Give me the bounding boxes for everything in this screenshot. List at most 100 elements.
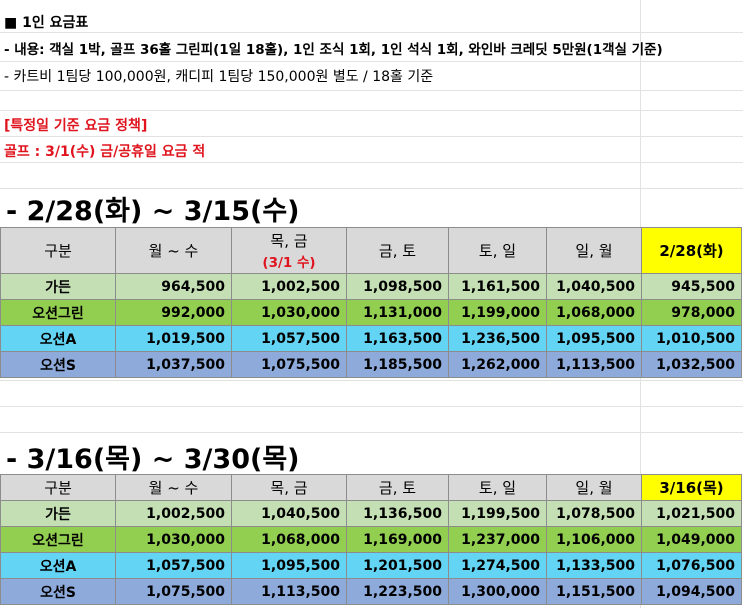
- page-title: ■ 1인 요금표: [4, 15, 89, 31]
- table-row: 가든 1,002,500 1,040,500 1,136,500 1,199,5…: [0, 500, 742, 527]
- room-type: 가든: [0, 500, 116, 527]
- extra-fees: - 카트비 1팀당 100,000원, 캐디피 1팀당 150,000원 별도 …: [4, 69, 434, 85]
- table-row: 오션S 1,037,500 1,075,500 1,185,500 1,262,…: [0, 351, 742, 378]
- price-cell: 1,030,000: [115, 526, 232, 553]
- price-cell: 1,151,500: [546, 578, 642, 605]
- price-cell: 1,095,500: [546, 325, 642, 352]
- price-cell: 1,237,000: [448, 526, 547, 553]
- price-cell: 1,094,500: [641, 578, 742, 605]
- price-cell: 1,049,000: [641, 526, 742, 553]
- price-cell: 945,500: [641, 273, 742, 300]
- price-cell: 1,262,000: [448, 351, 547, 378]
- col-header: 일, 월: [546, 474, 642, 501]
- col-header: 목, 금 (3/1 수): [231, 227, 347, 274]
- price-cell: 1,010,500: [641, 325, 742, 352]
- col-header: 금, 토: [346, 227, 449, 274]
- price-cell: 1,078,500: [546, 500, 642, 527]
- table-row: 가든 964,500 1,002,500 1,098,500 1,161,500…: [0, 273, 742, 300]
- price-cell: 1,057,500: [115, 552, 232, 579]
- price-cell: 1,113,500: [546, 351, 642, 378]
- price-cell: 1,199,500: [448, 500, 547, 527]
- price-cell: 1,274,500: [448, 552, 547, 579]
- rate-table: 구분 월 ~ 수 목, 금 금, 토 토, 일 일, 월 3/16(목) 가든 …: [0, 474, 742, 605]
- price-cell: 1,133,500: [546, 552, 642, 579]
- col-header-special-date: 3/16(목): [641, 474, 742, 501]
- gridline: [0, 162, 743, 163]
- room-type: 오션그린: [0, 299, 116, 326]
- price-cell: 1,131,000: [346, 299, 449, 326]
- price-cell: 1,201,500: [346, 552, 449, 579]
- col-header: 토, 일: [448, 474, 547, 501]
- price-cell: 1,040,500: [231, 500, 347, 527]
- price-cell: 1,019,500: [115, 325, 232, 352]
- table-header-row: 구분 월 ~ 수 목, 금 (3/1 수) 금, 토 토, 일 일, 월 2/28…: [0, 227, 742, 274]
- price-cell: 1,032,500: [641, 351, 742, 378]
- room-type: 오션A: [0, 325, 116, 352]
- room-type: 오션A: [0, 552, 116, 579]
- price-cell: 1,169,000: [346, 526, 449, 553]
- room-type: 오션S: [0, 351, 116, 378]
- col-header-label: 목, 금: [270, 232, 308, 250]
- gridline: [0, 406, 743, 407]
- price-cell: 1,002,500: [115, 500, 232, 527]
- room-type: 가든: [0, 273, 116, 300]
- price-cell: 1,037,500: [115, 351, 232, 378]
- policy-note: 골프 : 3/1(수) 금/공휴일 요금 적: [4, 144, 206, 160]
- price-cell: 1,163,500: [346, 325, 449, 352]
- room-type: 오션그린: [0, 526, 116, 553]
- price-cell: 1,106,000: [546, 526, 642, 553]
- table-row: 오션그린 1,030,000 1,068,000 1,169,000 1,237…: [0, 526, 742, 553]
- price-cell: 1,030,000: [231, 299, 347, 326]
- table-header-row: 구분 월 ~ 수 목, 금 금, 토 토, 일 일, 월 3/16(목): [0, 474, 742, 501]
- price-cell: 1,057,500: [231, 325, 347, 352]
- table-row: 오션A 1,019,500 1,057,500 1,163,500 1,236,…: [0, 325, 742, 352]
- policy-title: [특정일 기준 요금 정책]: [4, 118, 148, 134]
- price-cell: 1,068,000: [231, 526, 347, 553]
- room-type: 오션S: [0, 578, 116, 605]
- price-cell: 1,199,000: [448, 299, 547, 326]
- price-cell: 1,075,500: [231, 351, 347, 378]
- price-cell: 1,136,500: [346, 500, 449, 527]
- price-cell: 1,113,500: [231, 578, 347, 605]
- price-cell: 1,185,500: [346, 351, 449, 378]
- gridline: [0, 61, 743, 62]
- section-title: - 3/16(목) ~ 3/30(목): [6, 444, 300, 475]
- col-header: 금, 토: [346, 474, 449, 501]
- price-cell: 978,000: [641, 299, 742, 326]
- price-cell: 1,223,500: [346, 578, 449, 605]
- price-cell: 1,300,000: [448, 578, 547, 605]
- gridline: [0, 188, 743, 189]
- price-cell: 1,040,500: [546, 273, 642, 300]
- col-header: 목, 금: [231, 474, 347, 501]
- price-cell: 1,095,500: [231, 552, 347, 579]
- gridline: [0, 90, 743, 91]
- gridline: [0, 136, 743, 137]
- table-row: 오션그린 992,000 1,030,000 1,131,000 1,199,0…: [0, 299, 742, 326]
- package-contents: - 내용: 객실 1박, 골프 36홀 그린피(1일 18홀), 1인 조식 1…: [4, 42, 663, 58]
- section-title: - 2/28(화) ~ 3/15(수): [6, 196, 300, 227]
- col-header: 월 ~ 수: [115, 474, 232, 501]
- price-cell: 1,075,500: [115, 578, 232, 605]
- col-header-special-date: 2/28(화): [641, 227, 742, 274]
- price-cell: 964,500: [115, 273, 232, 300]
- gridline: [0, 380, 743, 381]
- price-cell: 1,161,500: [448, 273, 547, 300]
- price-cell: 1,068,000: [546, 299, 642, 326]
- price-cell: 1,021,500: [641, 500, 742, 527]
- gridline: [0, 32, 743, 33]
- table-row: 오션A 1,057,500 1,095,500 1,201,500 1,274,…: [0, 552, 742, 579]
- col-header: 월 ~ 수: [115, 227, 232, 274]
- price-cell: 1,098,500: [346, 273, 449, 300]
- price-cell: 992,000: [115, 299, 232, 326]
- col-header: 구분: [0, 474, 116, 501]
- price-cell: 1,076,500: [641, 552, 742, 579]
- gridline: [0, 110, 743, 111]
- price-cell: 1,002,500: [231, 273, 347, 300]
- col-header: 토, 일: [448, 227, 547, 274]
- price-cell: 1,236,500: [448, 325, 547, 352]
- table-row: 오션S 1,075,500 1,113,500 1,223,500 1,300,…: [0, 578, 742, 605]
- col-header-sub: (3/1 수): [262, 255, 316, 271]
- rate-table: 구분 월 ~ 수 목, 금 (3/1 수) 금, 토 토, 일 일, 월 2/28…: [0, 227, 742, 378]
- col-header: 일, 월: [546, 227, 642, 274]
- gridline: [0, 432, 743, 433]
